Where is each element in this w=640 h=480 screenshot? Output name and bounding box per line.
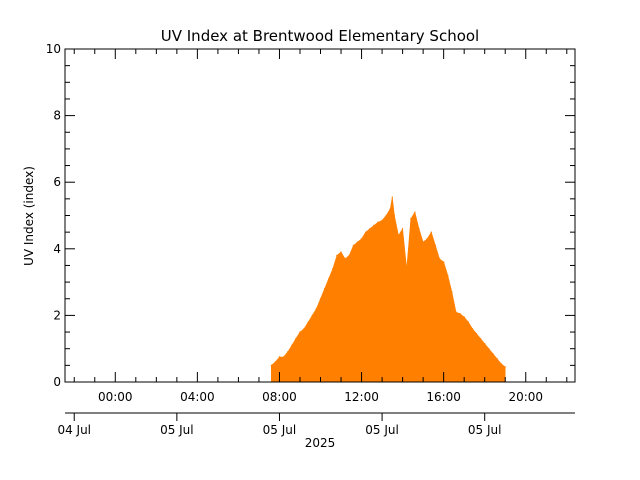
uv-data-point xyxy=(307,321,309,323)
axis-layer: 0 2 4 6 8 10 00:00 04:00 08:00 12:00 16:00 20:00 04 … xyxy=(46,42,575,437)
uv-data-point xyxy=(418,228,420,230)
uv-data-point xyxy=(328,278,330,280)
uv-data-point xyxy=(299,331,301,333)
date-tick-label: 04 Jul xyxy=(57,423,91,437)
uv-data-point xyxy=(438,258,441,260)
year-label: 2025 xyxy=(305,436,336,450)
uv-data-point xyxy=(360,238,363,240)
uv-data-point xyxy=(447,274,449,277)
uv-data-point xyxy=(352,244,355,247)
uv-data-point xyxy=(348,254,350,257)
x-time-tick-label: 20:00 xyxy=(508,390,543,404)
uv-data-point xyxy=(410,218,412,220)
uv-data-point xyxy=(323,288,326,290)
uv-data-point xyxy=(426,238,428,240)
x-time-tick-label: 12:00 xyxy=(344,390,379,404)
x-time-tick-label: 04:00 xyxy=(180,390,215,404)
uv-data-point xyxy=(479,338,482,340)
x-time-tick-label: 08:00 xyxy=(262,390,297,404)
x-time-tick-label: 16:00 xyxy=(426,390,461,404)
x-time-tick-label: 00:00 xyxy=(98,390,133,404)
uv-data-point xyxy=(463,316,465,318)
date-tick-label: 05 Jul xyxy=(263,423,297,437)
uv-data-point xyxy=(414,211,416,213)
uv-data-point xyxy=(344,258,346,260)
uv-data-point xyxy=(500,363,502,365)
y-tick-label: 2 xyxy=(53,308,61,322)
uv-data-point xyxy=(365,231,367,233)
chart-title: UV Index at Brentwood Elementary School xyxy=(161,27,479,45)
uv-area-series-0 xyxy=(271,197,506,383)
date-tick-label: 05 Jul xyxy=(160,423,194,437)
y-tick-label: 4 xyxy=(53,242,61,256)
uv-data-point xyxy=(356,241,359,243)
uv-data-point xyxy=(471,328,474,330)
uv-data-point xyxy=(406,268,408,270)
uv-data-point xyxy=(496,358,498,360)
uv-data-point xyxy=(291,344,293,347)
uv-data-point xyxy=(311,314,313,317)
uv-data-point xyxy=(369,228,371,230)
uv-data-point xyxy=(492,353,494,355)
series-layer xyxy=(270,196,506,383)
y-tick-label: 0 xyxy=(53,375,61,389)
y-tick-label: 8 xyxy=(53,109,61,123)
uv-data-point xyxy=(270,364,272,367)
date-tick-label: 05 Jul xyxy=(468,423,502,437)
uv-data-point xyxy=(377,221,379,223)
uv-data-point xyxy=(430,231,432,233)
uv-data-point xyxy=(391,196,393,198)
uv-data-point xyxy=(459,313,461,315)
uv-data-point xyxy=(434,244,437,247)
uv-data-point xyxy=(389,208,391,210)
uv-data-point xyxy=(451,291,453,293)
uv-data-point xyxy=(315,308,318,310)
uv-data-point xyxy=(274,361,277,363)
uv-data-point xyxy=(319,298,322,300)
uv-data-point xyxy=(332,268,334,270)
date-tick-label: 05 Jul xyxy=(365,423,399,437)
uv-data-point xyxy=(340,251,342,253)
uv-data-point xyxy=(397,234,400,237)
uv-data-point xyxy=(443,261,445,263)
uv-data-point xyxy=(303,328,305,330)
uv-data-point xyxy=(385,214,387,217)
uv-data-point xyxy=(295,338,297,340)
uv-data-point xyxy=(373,224,375,227)
uv-data-point xyxy=(475,333,478,335)
uv-data-point xyxy=(336,254,338,257)
y-tick-label: 6 xyxy=(53,175,61,189)
uv-data-point xyxy=(455,311,457,313)
uv-data-point xyxy=(488,348,490,350)
y-axis-label: UV Index (index) xyxy=(22,166,36,266)
uv-data-point xyxy=(484,343,486,345)
uv-data-point xyxy=(467,321,469,323)
uv-data-point xyxy=(504,366,506,368)
y-tick-label: 10 xyxy=(46,42,61,56)
uv-data-point xyxy=(393,214,396,217)
uv-data-point xyxy=(278,356,281,358)
uv-data-point xyxy=(282,356,285,358)
plot-frame xyxy=(64,48,576,383)
uv-data-point xyxy=(287,351,289,353)
uv-data-point xyxy=(401,228,404,230)
uv-data-point xyxy=(422,241,424,243)
uv-data-point xyxy=(381,219,383,222)
